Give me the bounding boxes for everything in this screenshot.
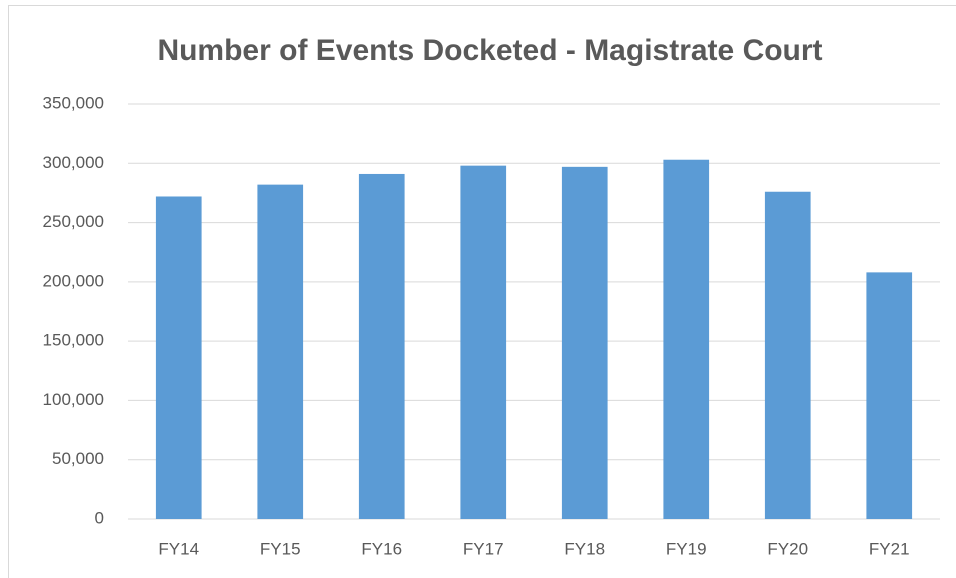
bar (561, 166, 608, 520)
chart-title: Number of Events Docketed - Magistrate C… (157, 34, 822, 67)
x-tick-label: FY17 (463, 539, 504, 558)
bar (155, 196, 202, 519)
y-tick-label: 150,000 (43, 331, 104, 350)
bar (764, 191, 811, 519)
x-tick-label: FY19 (666, 539, 707, 558)
x-tick-label: FY20 (767, 539, 808, 558)
y-tick-label: 200,000 (43, 271, 104, 290)
y-tick-label: 300,000 (43, 153, 104, 172)
y-tick-label: 0 (95, 508, 104, 527)
bar (460, 165, 507, 519)
y-tick-label: 350,000 (43, 93, 104, 112)
x-tick-label: FY15 (260, 539, 301, 558)
y-tick-label: 250,000 (43, 212, 104, 231)
x-tick-label: FY18 (564, 539, 605, 558)
y-tick-label: 100,000 (43, 390, 104, 409)
x-tick-label: FY16 (361, 539, 402, 558)
y-tick-label: 50,000 (52, 449, 104, 468)
bar (358, 173, 405, 519)
bar (257, 184, 304, 519)
bar (866, 272, 913, 519)
x-tick-label: FY21 (869, 539, 910, 558)
bar (663, 159, 710, 519)
x-tick-label: FY14 (158, 539, 199, 558)
